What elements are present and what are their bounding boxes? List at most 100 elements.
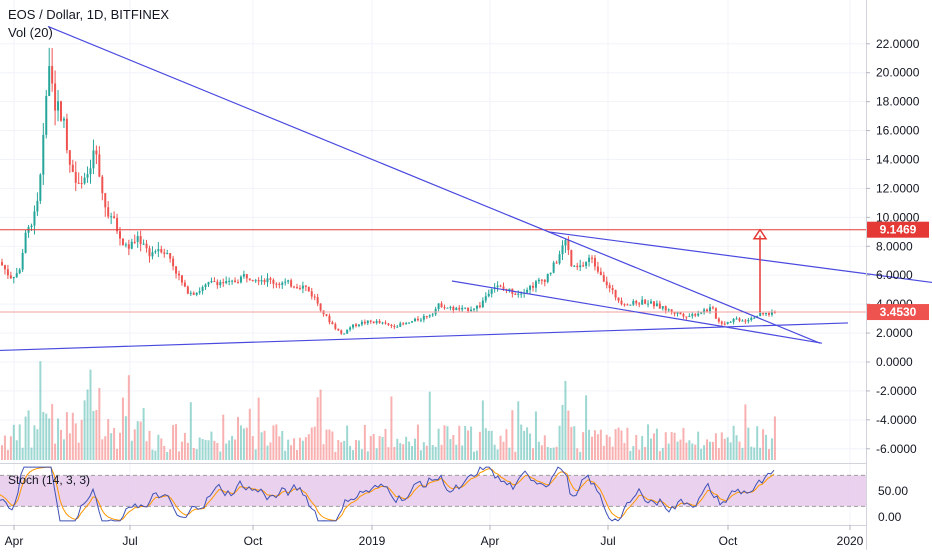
- candle-body: [661, 306, 664, 309]
- candle-body: [343, 333, 346, 335]
- candle-body: [529, 285, 532, 290]
- volume-bar: [110, 433, 113, 460]
- volume-bar: [414, 438, 416, 460]
- volume-bar: [254, 449, 257, 460]
- candle-body: [593, 257, 596, 267]
- target-arrow[interactable]: [752, 228, 768, 313]
- volume-bar: [520, 424, 523, 460]
- candle-body: [281, 282, 284, 285]
- candle-body: [561, 245, 564, 255]
- candle-body: [608, 285, 611, 289]
- volume-bar: [490, 430, 493, 460]
- trendline-lower-channel-line[interactable]: [451, 280, 823, 344]
- candle-body: [180, 275, 183, 283]
- volume-bar: [186, 442, 189, 460]
- volume-bar: [160, 438, 163, 460]
- candle-body: [287, 280, 290, 282]
- volume-bar: [130, 440, 133, 460]
- candle-body: [623, 304, 626, 306]
- volume-indicator-label[interactable]: Vol (20): [8, 25, 53, 40]
- volume-bar: [269, 442, 272, 460]
- candle-body: [582, 265, 585, 267]
- candle-body: [349, 327, 352, 330]
- candle-body: [57, 101, 60, 111]
- candle-body: [514, 293, 517, 295]
- candle-body: [567, 240, 570, 251]
- stoch-indicator-label[interactable]: Stoch (14, 3, 3): [8, 473, 91, 487]
- candle-body: [39, 174, 42, 201]
- volume-bar: [340, 442, 343, 460]
- candle-body: [744, 320, 747, 322]
- candle-body: [54, 83, 57, 111]
- candle-body: [169, 253, 172, 259]
- volume-bar: [62, 439, 65, 460]
- volume-bar: [225, 443, 228, 460]
- candle-body: [768, 313, 770, 315]
- candle-body: [676, 312, 679, 314]
- candle-body: [484, 296, 487, 301]
- volume-bar: [213, 440, 216, 460]
- volume-bar: [773, 416, 776, 460]
- candle-body: [107, 207, 110, 217]
- candle-body: [537, 279, 540, 282]
- candle-body: [83, 177, 86, 184]
- volume-bar: [467, 430, 470, 460]
- time-tick-label: Oct: [244, 534, 263, 548]
- candle-body: [151, 252, 154, 257]
- candle-body: [490, 289, 493, 294]
- candle-body: [65, 118, 68, 151]
- candle-body: [647, 303, 650, 305]
- volume-bar: [116, 448, 119, 460]
- candle-body: [700, 312, 703, 314]
- volume-bar: [366, 451, 369, 460]
- volume-bar: [183, 432, 186, 460]
- volume-bar: [691, 443, 694, 460]
- volume-bar: [605, 434, 608, 460]
- volume-bar: [133, 429, 136, 460]
- candle-body: [425, 316, 428, 318]
- volume-bar: [679, 439, 682, 460]
- volume-bar: [647, 424, 650, 460]
- candle-body: [1, 262, 3, 266]
- trendline-upper-channel-line[interactable]: [547, 231, 932, 284]
- candle-body: [502, 286, 505, 289]
- trendline-long-ascending-support[interactable]: [0, 322, 849, 352]
- candle-body: [481, 300, 484, 308]
- candle-body: [381, 322, 384, 324]
- candle-body: [390, 324, 393, 326]
- price-axis[interactable]: 22.0000 20.0000 18.0000 16.0000 14.0000 12.00…: [866, 37, 920, 456]
- volume-bar: [272, 425, 275, 460]
- candle-body: [30, 225, 33, 228]
- candle-body: [753, 317, 756, 319]
- candle-body: [260, 280, 263, 282]
- volume-bar: [145, 441, 148, 460]
- price-tick-label: 22.0000: [876, 37, 920, 51]
- volume-bar: [499, 435, 502, 460]
- volume-bar: [484, 428, 487, 460]
- volume-bar: [534, 411, 537, 460]
- time-axis[interactable]: Apr Jul Oct 2019 Apr Jul Oct 2020: [5, 525, 864, 548]
- candle-body: [313, 296, 316, 298]
- volume-bar: [237, 416, 239, 460]
- price-badges: 9.1469 3.4530: [867, 221, 929, 321]
- volume-bar: [505, 429, 508, 460]
- trendlines[interactable]: [0, 25, 932, 352]
- candle-body: [478, 305, 481, 308]
- candle-body: [254, 280, 257, 282]
- volume-bar: [228, 440, 231, 460]
- volume-bar: [396, 438, 399, 460]
- candle-body: [467, 307, 470, 312]
- trendline-long-descending-resistance[interactable]: [47, 25, 821, 344]
- candle-body: [136, 236, 139, 242]
- candle-body: [80, 182, 83, 184]
- candle-body: [334, 324, 337, 329]
- volume-bar: [496, 449, 499, 460]
- volume-bar: [107, 419, 110, 460]
- volume-bar: [729, 442, 732, 460]
- price-tick-label: -2.0000: [876, 384, 917, 398]
- volume-bar: [360, 449, 363, 460]
- volume-bar: [744, 404, 747, 460]
- candle-body: [62, 118, 65, 121]
